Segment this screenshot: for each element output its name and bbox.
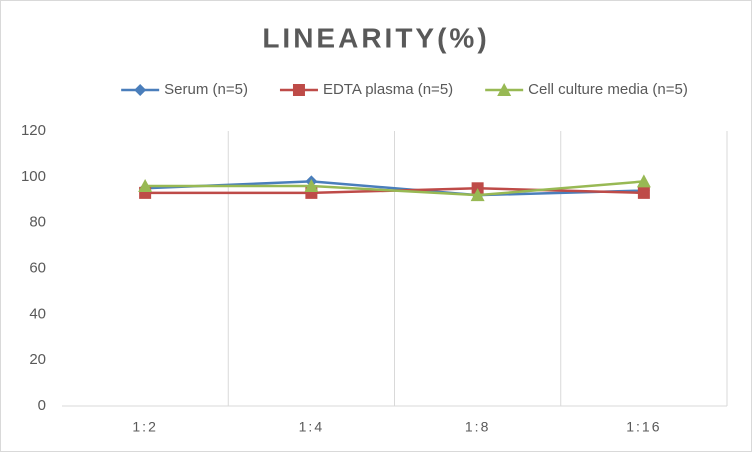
data-point bbox=[304, 179, 319, 192]
data-point bbox=[636, 174, 651, 188]
legend-label: Serum (n=5) bbox=[164, 81, 248, 98]
y-tick-label: 0 bbox=[38, 397, 46, 414]
data-point bbox=[138, 179, 153, 192]
y-tick-label: 40 bbox=[29, 305, 46, 322]
legend-marker bbox=[134, 84, 147, 96]
chart-title: LINEARITY(%) bbox=[262, 22, 489, 53]
y-tick-label: 100 bbox=[21, 168, 46, 185]
x-tick-label: 1:8 bbox=[465, 419, 490, 435]
legend-label: Cell culture media (n=5) bbox=[528, 81, 688, 98]
data-point bbox=[637, 186, 650, 199]
x-tick-label: 1:16 bbox=[626, 419, 661, 435]
data-point bbox=[470, 188, 485, 202]
x-tick-label: 1:4 bbox=[299, 419, 324, 435]
y-tick-label: 80 bbox=[29, 214, 46, 231]
series-line bbox=[145, 180, 644, 197]
y-tick-label: 120 bbox=[21, 122, 46, 139]
legend-marker bbox=[292, 84, 305, 96]
legend: Serum (n=5) EDTA plasma (n=5) Cell culture… bbox=[121, 81, 688, 98]
x-tick-label: 1:2 bbox=[132, 419, 157, 435]
y-tick-label: 20 bbox=[29, 351, 46, 368]
y-tick-label: 60 bbox=[29, 259, 46, 276]
legend-label: EDTA plasma (n=5) bbox=[323, 81, 453, 98]
legend-marker bbox=[497, 83, 512, 96]
